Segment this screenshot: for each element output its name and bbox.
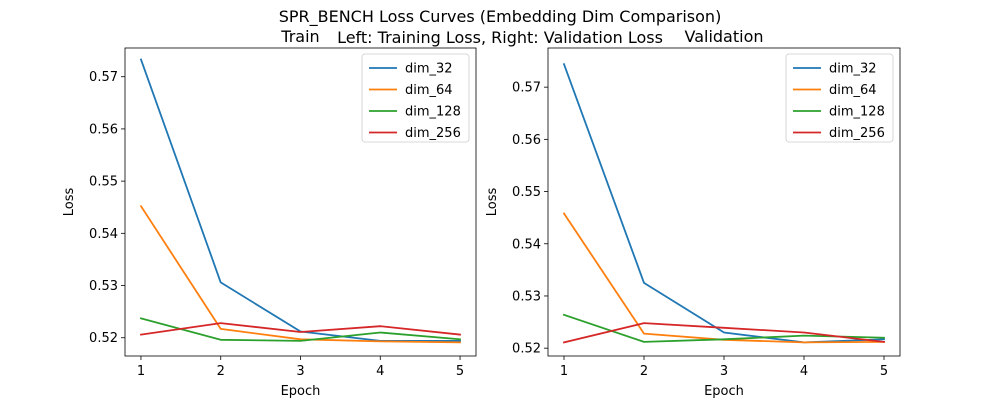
validation-plot-frame <box>547 47 901 357</box>
validation-y-tick-label: 0.56 <box>512 133 541 148</box>
validation-x-tick-label: 4 <box>800 364 808 379</box>
train-legend-box <box>361 53 470 143</box>
train-x-tick-label: 3 <box>296 364 304 379</box>
validation-loss-chart: Validation 1 2 3 4 5 0.52 0.53 0.54 0.55 0.56 0.57 E… <box>485 27 901 399</box>
train-y-tick-label: 0.53 <box>89 279 118 294</box>
train-loss-chart: Train 1 2 3 4 5 0.52 0.53 0.54 0.55 0.56 0.57 Epoch L… <box>62 27 477 399</box>
validation-series-line-dim-256 <box>562 322 885 344</box>
validation-y-tick-label: 0.57 <box>512 81 541 96</box>
validation-x-tick-label: 2 <box>640 364 648 379</box>
validation-y-axis-label: Loss <box>485 188 500 217</box>
train-legend-label-dim-64: dim_64 <box>405 83 453 98</box>
validation-x-axis-label: Epoch <box>704 384 744 399</box>
train-x-axis-label: Epoch <box>281 384 321 399</box>
train-series-line-dim-128 <box>139 317 461 342</box>
validation-y-tick-label: 0.54 <box>512 237 541 252</box>
validation-x-tick-label: 1 <box>560 364 568 379</box>
train-x-tick-label: 2 <box>217 364 225 379</box>
train-legend: dim_32 dim_64 dim_128 dim_256 <box>361 53 470 143</box>
validation-y-tick-label: 0.52 <box>512 342 541 357</box>
train-y-tick-label: 0.56 <box>89 122 118 137</box>
train-legend-label-dim-32: dim_32 <box>405 62 453 77</box>
train-y-tick-label: 0.55 <box>89 175 118 190</box>
validation-legend-label-dim-128: dim_128 <box>829 105 885 120</box>
validation-legend-box <box>785 53 894 143</box>
train-y-axis-label: Loss <box>62 188 77 217</box>
validation-legend-label-dim-256: dim_256 <box>829 126 885 141</box>
train-x-tick-label: 1 <box>137 364 145 379</box>
train-x-tick-label: 4 <box>376 364 384 379</box>
validation-x-tick-label: 5 <box>880 364 888 379</box>
validation-y-tick-label: 0.55 <box>512 185 541 200</box>
validation-legend-label-dim-64: dim_64 <box>829 83 877 98</box>
validation-legend-label-dim-32: dim_32 <box>829 62 877 77</box>
train-legend-label-dim-256: dim_256 <box>405 126 461 141</box>
train-x-tick-label: 5 <box>456 364 464 379</box>
train-plot-frame <box>124 47 477 357</box>
figure-subtitle: Left: Training Loss, Right: Validation L… <box>337 28 663 47</box>
train-y-tick-label: 0.54 <box>89 227 118 242</box>
train-legend-label-dim-128: dim_128 <box>405 105 461 120</box>
train-series-line-dim-64 <box>139 204 461 344</box>
train-panel-title: Train <box>280 27 319 46</box>
figure-title: SPR_BENCH Loss Curves (Embedding Dim Com… <box>279 7 722 27</box>
validation-legend: dim_32 dim_64 dim_128 dim_256 <box>785 53 894 143</box>
validation-x-tick-label: 3 <box>720 364 728 379</box>
train-y-tick-label: 0.57 <box>89 70 118 85</box>
validation-y-tick-label: 0.53 <box>512 289 541 304</box>
validation-panel-title: Validation <box>684 27 763 46</box>
train-y-tick-label: 0.52 <box>89 331 118 346</box>
train-series-line-dim-256 <box>139 322 461 336</box>
